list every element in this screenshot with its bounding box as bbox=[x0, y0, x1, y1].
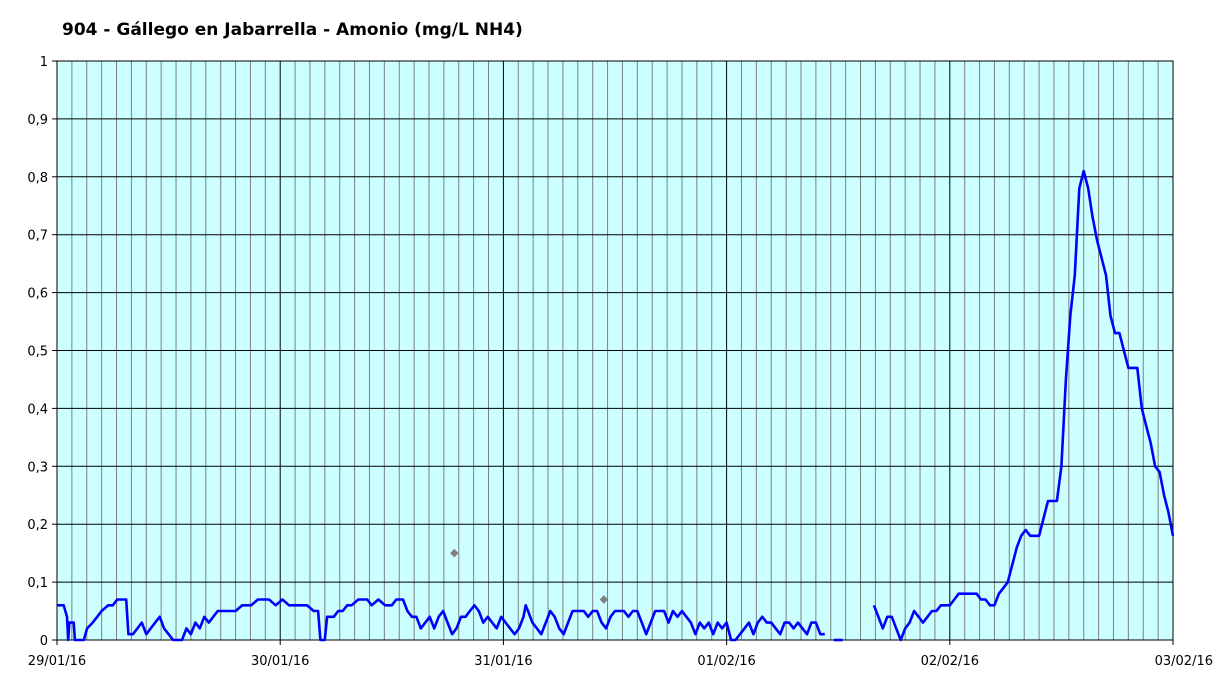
y-tick-label: 0,3 bbox=[27, 460, 48, 475]
y-tick-label: 0,6 bbox=[27, 287, 48, 302]
data-point-marker bbox=[450, 548, 459, 558]
x-tick-label: 30/01/16 bbox=[251, 654, 309, 669]
y-tick-label: 0,4 bbox=[27, 402, 48, 417]
x-axis: 29/01/16 30/01/16 31/01/16 01/02/16 02/02/16… bbox=[28, 640, 1213, 669]
y-tick-label: 1 bbox=[40, 55, 48, 70]
series-line-segment bbox=[872, 169, 1175, 642]
x-tick-label: 02/02/16 bbox=[921, 654, 979, 669]
y-tick-label: 0,7 bbox=[27, 229, 48, 244]
y-tick-label: 0,9 bbox=[27, 113, 48, 128]
x-tick-label: 29/01/16 bbox=[28, 654, 86, 669]
points-layer bbox=[450, 548, 609, 604]
x-tick-label: 03/02/16 bbox=[1155, 654, 1213, 669]
data-point-marker bbox=[599, 595, 609, 604]
series-layer bbox=[57, 169, 1175, 642]
y-tick-label: 0,8 bbox=[27, 171, 48, 186]
y-tick-label: 0 bbox=[40, 634, 48, 649]
y-tick-label: 0,1 bbox=[27, 576, 48, 591]
x-tick-label: 01/02/16 bbox=[697, 654, 755, 669]
y-axis: 0 0,1 0,2 0,3 0,4 0,5 0,6 0,7 0,8 0,9 1 bbox=[27, 55, 57, 649]
y-tick-label: 0,5 bbox=[27, 345, 48, 360]
major-gridlines bbox=[57, 61, 1173, 640]
y-tick-label: 0,2 bbox=[27, 518, 48, 533]
chart-title: 904 - Gállego en Jabarrella - Amonio (mg… bbox=[62, 20, 523, 40]
series-line-segment bbox=[57, 598, 825, 642]
x-tick-label: 31/01/16 bbox=[474, 654, 532, 669]
